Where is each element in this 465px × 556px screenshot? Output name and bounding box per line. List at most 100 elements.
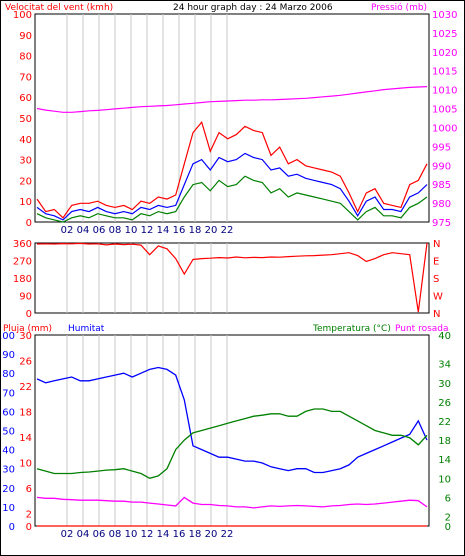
- wind-tick-label: 100: [13, 10, 32, 21]
- rain-axis-title: Pluja (mm): [3, 324, 52, 334]
- rain-tick-label: 18: [19, 407, 32, 418]
- direction-grid: [66, 243, 228, 313]
- direction-plot-area: [34, 242, 430, 314]
- series-line-0: [36, 366, 428, 474]
- rain-humidity-temperature-series: [36, 366, 428, 527]
- pressure-tick-label: 1025: [432, 29, 457, 40]
- wind-speed-axis-title: Velocitat del vent (kmh): [5, 3, 113, 13]
- pressure-tick-label: 975: [432, 218, 451, 229]
- degree-tick-label: 180: [13, 274, 32, 285]
- pressure-tick-label: 990: [432, 161, 451, 172]
- x-tick-label: 06: [93, 225, 106, 236]
- x-tick-label: 02: [61, 225, 74, 236]
- compass-tick-label: N: [433, 309, 440, 320]
- humidity-tick-label: 30: [2, 465, 15, 476]
- humidity-tick-label: 10: [2, 503, 15, 514]
- pressure-tick-label: 985: [432, 180, 451, 191]
- wind-tick-label: 0: [26, 218, 32, 229]
- humidity-tick-label: 60: [2, 407, 15, 418]
- direction-line-0: [36, 242, 428, 313]
- pressure-tick-label: 980: [432, 199, 451, 210]
- temperature-tick-label: 6: [445, 493, 451, 504]
- wind-tick-label: 80: [19, 52, 32, 63]
- temperature-tick-label: 40: [438, 331, 451, 342]
- wind-hour-ticks: 02 04 06 08 10 12 14 16 18 20 22: [61, 225, 234, 236]
- pressure-ticks: 975 980 985 990 995 1000 1005 1010 1015 1020 1025 1…: [432, 10, 457, 229]
- humidity-tick-label: 50: [2, 427, 15, 438]
- x-tick-label: 18: [189, 529, 202, 540]
- wind-tick-label: 70: [19, 72, 32, 83]
- pressure-tick-label: 1015: [432, 67, 457, 78]
- temperature-tick-label: 2: [445, 512, 451, 523]
- humidity-tick-label: 100: [1, 331, 15, 342]
- pressure-axis-title: Pressió (mb): [371, 2, 427, 13]
- degree-tick-label: 90: [19, 292, 32, 303]
- temperature-tick-label: 22: [438, 417, 451, 428]
- x-tick-label: 20: [205, 529, 218, 540]
- x-tick-label: 22: [221, 529, 234, 540]
- x-tick-label: 14: [157, 529, 170, 540]
- wind-tick-label: 10: [19, 197, 32, 208]
- series-line-1: [36, 152, 428, 221]
- chart-title: 24 hour graph day : 24 Marzo 2006: [173, 3, 333, 13]
- x-tick-label: 04: [77, 225, 90, 236]
- wind-tick-label: 50: [19, 114, 32, 125]
- rain-humidity-grid: [66, 335, 228, 526]
- wind-tick-label: 20: [19, 176, 32, 187]
- rain-tick-label: 0: [26, 522, 32, 533]
- rain-humidity-temperature-chart: Pluja (mm) Humitat Temperatura (°C) Punt…: [1, 324, 451, 540]
- direction-series: [36, 242, 428, 313]
- x-tick-label: 02: [61, 529, 74, 540]
- series-line-2: [36, 175, 428, 223]
- pressure-tick-label: 1010: [432, 86, 457, 97]
- wind-tick-label: 30: [19, 156, 32, 167]
- wind-pressure-chart: Velocitat del vent (kmh) 24 hour graph d…: [5, 2, 457, 236]
- temperature-tick-label: 10: [438, 474, 451, 485]
- wind-pressure-series: [36, 86, 428, 223]
- humidity-tick-label: 20: [2, 484, 15, 495]
- rain-humidity-plot-area: [34, 334, 430, 527]
- temperature-tick-label: 30: [438, 379, 451, 390]
- pressure-tick-label: 1020: [432, 48, 457, 59]
- x-tick-label: 04: [77, 529, 90, 540]
- wind-tick-label: 40: [19, 135, 32, 146]
- degree-tick-label: 0: [26, 309, 32, 320]
- x-tick-label: 12: [141, 529, 154, 540]
- rain-tick-label: 2: [26, 509, 32, 520]
- temperature-axis-title: Temperatura (°C): [312, 324, 391, 334]
- x-tick-label: 10: [125, 225, 138, 236]
- compass-tick-label: N: [433, 239, 440, 250]
- series-line-3: [36, 86, 428, 113]
- series-line-1: [36, 408, 428, 479]
- pressure-tick-label: 1000: [432, 123, 457, 134]
- x-tick-label: 08: [109, 225, 122, 236]
- x-tick-label: 06: [93, 529, 106, 540]
- x-tick-label: 16: [173, 225, 186, 236]
- x-tick-label: 22: [221, 225, 234, 236]
- rain-tick-label: 26: [19, 356, 32, 367]
- rain-tick-label: 10: [19, 458, 32, 469]
- rain-tick-label: 14: [19, 433, 32, 444]
- wind-speed-ticks: 0 10 20 30 40 50 60 70 80 90 100: [13, 10, 32, 229]
- x-tick-label: 18: [189, 225, 202, 236]
- x-tick-label: 20: [205, 225, 218, 236]
- rain-tick-label: 22: [19, 382, 32, 393]
- pressure-tick-label: 1030: [432, 10, 457, 21]
- wind-tick-label: 60: [19, 93, 32, 104]
- dew-point-axis-title: Punt rosada: [395, 324, 449, 334]
- pressure-tick-label: 995: [432, 142, 451, 153]
- rain-tick-label: 30: [19, 331, 32, 342]
- pressure-tick-label: 1005: [432, 105, 457, 116]
- direction-degree-ticks: 0 90 180 270 360: [13, 239, 32, 320]
- compass-tick-label: W: [433, 292, 443, 303]
- humidity-tick-label: 40: [2, 446, 15, 457]
- rain-humidity-hour-ticks: 02 04 06 08 10 12 14 16 18 20 22: [61, 529, 234, 540]
- temperature-tick-label: 26: [438, 398, 451, 409]
- x-tick-label: 10: [125, 529, 138, 540]
